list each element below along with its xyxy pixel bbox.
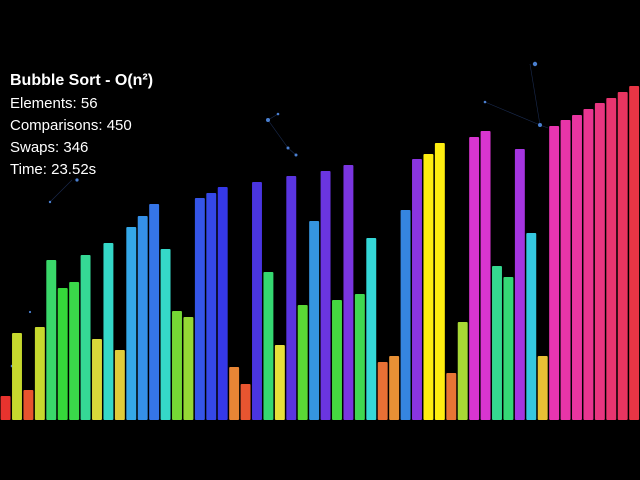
sort-bar <box>583 109 594 420</box>
sort-bar <box>34 327 45 420</box>
sort-bar <box>149 204 160 420</box>
particle-dot <box>538 123 542 127</box>
sort-bar <box>514 149 525 420</box>
sort-bar <box>457 322 468 420</box>
sort-bar <box>274 345 285 420</box>
sort-bar <box>23 390 34 420</box>
sort-bar <box>194 198 205 420</box>
comparisons-stat: Comparisons: 450 <box>10 115 153 137</box>
stats-panel: Bubble Sort - O(n²) Elements: 56 Compari… <box>10 70 153 181</box>
sort-bar <box>172 311 182 420</box>
sort-bar <box>332 300 342 420</box>
sort-bar <box>400 210 411 420</box>
sort-bar <box>480 131 491 420</box>
sort-bar <box>103 243 114 420</box>
sort-bar <box>240 384 251 420</box>
elements-stat: Elements: 56 <box>10 93 153 115</box>
particle-dot <box>48 200 52 204</box>
swaps-stat: Swaps: 346 <box>10 137 153 159</box>
sort-bar <box>549 126 560 420</box>
sort-bar <box>537 356 548 420</box>
time-label: Time: <box>10 161 52 178</box>
sort-bar <box>160 249 171 420</box>
sort-bar <box>560 120 571 420</box>
sort-bar <box>572 115 582 420</box>
sort-bar <box>297 305 308 420</box>
sort-bar <box>492 266 502 420</box>
sort-bar <box>0 396 11 420</box>
sort-bar <box>57 288 68 420</box>
sort-bar <box>526 233 537 420</box>
particle-dot <box>28 310 32 314</box>
sort-bar <box>617 92 628 420</box>
sort-bar <box>377 362 388 420</box>
sort-bar <box>343 165 354 420</box>
swaps-label: Swaps: <box>10 139 64 156</box>
sort-bar <box>183 317 194 420</box>
time-value: 23.52s <box>51 161 97 178</box>
sort-bar <box>46 260 57 420</box>
sort-bar <box>286 176 297 420</box>
sort-bar <box>389 356 400 420</box>
sort-bar <box>92 339 102 420</box>
sort-bar <box>206 193 217 420</box>
sort-bar <box>137 216 148 420</box>
sort-bar <box>354 294 365 420</box>
sort-bar <box>503 277 514 420</box>
comparisons-label: Comparisons: <box>10 117 107 134</box>
particle-dot <box>483 100 487 104</box>
sort-bar <box>320 171 331 420</box>
sort-bar <box>229 367 240 420</box>
swaps-value: 346 <box>63 139 89 156</box>
sort-bar <box>126 227 137 420</box>
sort-bar <box>629 86 640 420</box>
particle-dot <box>286 146 290 150</box>
algorithm-title: Bubble Sort - O(n²) <box>10 72 154 89</box>
sort-bar <box>114 350 125 420</box>
sort-bar <box>252 182 262 420</box>
sort-bar <box>69 282 80 420</box>
time-stat: Time: 23.52s <box>10 159 153 181</box>
particle-dot <box>532 61 538 67</box>
sort-bar <box>594 103 605 420</box>
particle-dot <box>294 153 298 157</box>
sort-bar <box>309 221 320 420</box>
sort-bar <box>412 159 422 420</box>
sort-bar <box>434 143 445 420</box>
sort-bar <box>366 238 377 420</box>
sort-bar <box>446 373 457 420</box>
sort-bar <box>606 98 617 420</box>
sort-bar <box>80 255 91 420</box>
sort-bar <box>217 187 228 420</box>
particle-dot <box>266 118 270 122</box>
sort-bar <box>263 272 274 420</box>
particle-dot <box>276 112 280 116</box>
elements-label: Elements: <box>10 95 81 112</box>
comparisons-value: 450 <box>106 117 132 134</box>
sort-bar <box>469 137 480 420</box>
particle-dot <box>75 178 79 182</box>
elements-value: 56 <box>80 95 98 112</box>
sort-bar <box>423 154 434 420</box>
sort-bar <box>12 333 22 420</box>
